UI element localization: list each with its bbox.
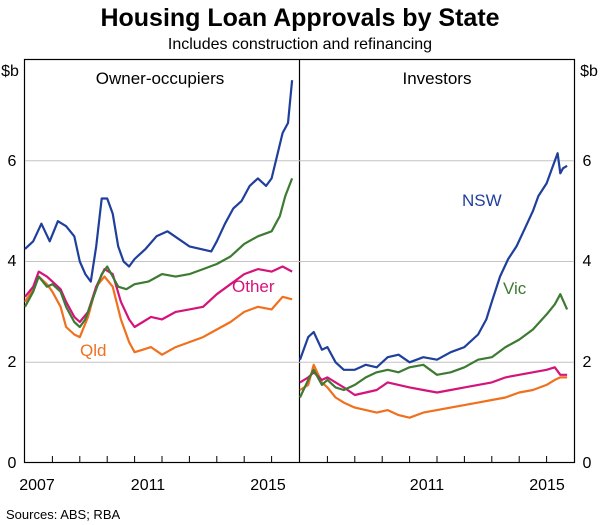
chart-title: Housing Loan Approvals by State — [100, 4, 499, 32]
chart-subtitle: Includes construction and refinancing — [168, 36, 432, 53]
x-tick-right-2011: 2011 — [410, 477, 445, 494]
series-label-qld: Qld — [80, 341, 106, 360]
y-tick-left-2: 2 — [8, 354, 17, 371]
series-lines — [24, 80, 569, 419]
panel-title-owner-occupiers: Owner-occupiers — [96, 69, 225, 88]
series-line-vic-owner-occupiers — [24, 178, 294, 329]
series-label-nsw: NSW — [462, 191, 502, 210]
series-line-qld-investors — [299, 363, 568, 419]
y-tick-right-6: 6 — [583, 153, 592, 170]
x-tick-left-2007: 2007 — [19, 477, 55, 494]
y-axis-left: $b 6 4 2 0 — [1, 63, 19, 472]
x-axis: 2007 2011 2015 2011 2015 — [19, 477, 565, 494]
y-axis-right: $b 6 4 2 0 — [580, 63, 598, 472]
series-line-other-investors — [299, 366, 568, 397]
y-tick-right-0: 0 — [583, 455, 592, 472]
series-line-nsw-investors — [298, 152, 568, 371]
series-label-other: Other — [232, 277, 275, 296]
y-unit-left: $b — [1, 63, 19, 80]
y-tick-left-0: 0 — [8, 455, 17, 472]
x-tick-left-2011: 2011 — [131, 477, 166, 494]
series-line-qld-owner-occupiers — [24, 275, 293, 356]
x-tick-left-2015: 2015 — [250, 477, 286, 494]
y-tick-right-2: 2 — [583, 354, 592, 371]
x-tick-right-2015: 2015 — [529, 477, 565, 494]
series-line-other-owner-occupiers — [24, 265, 293, 329]
y-tick-left-6: 6 — [8, 153, 17, 170]
series-label-vic: Vic — [503, 279, 527, 298]
series-line-vic-investors — [299, 293, 569, 398]
panel-title-investors: Investors — [403, 69, 472, 88]
tick-marks — [51, 456, 548, 463]
series-line-nsw-owner-occupiers — [24, 80, 294, 283]
y-tick-right-4: 4 — [583, 253, 592, 270]
y-tick-left-4: 4 — [8, 253, 17, 270]
source-note: Sources: ABS; RBA — [6, 507, 120, 522]
y-unit-right: $b — [580, 63, 598, 80]
gridlines — [25, 160, 574, 363]
